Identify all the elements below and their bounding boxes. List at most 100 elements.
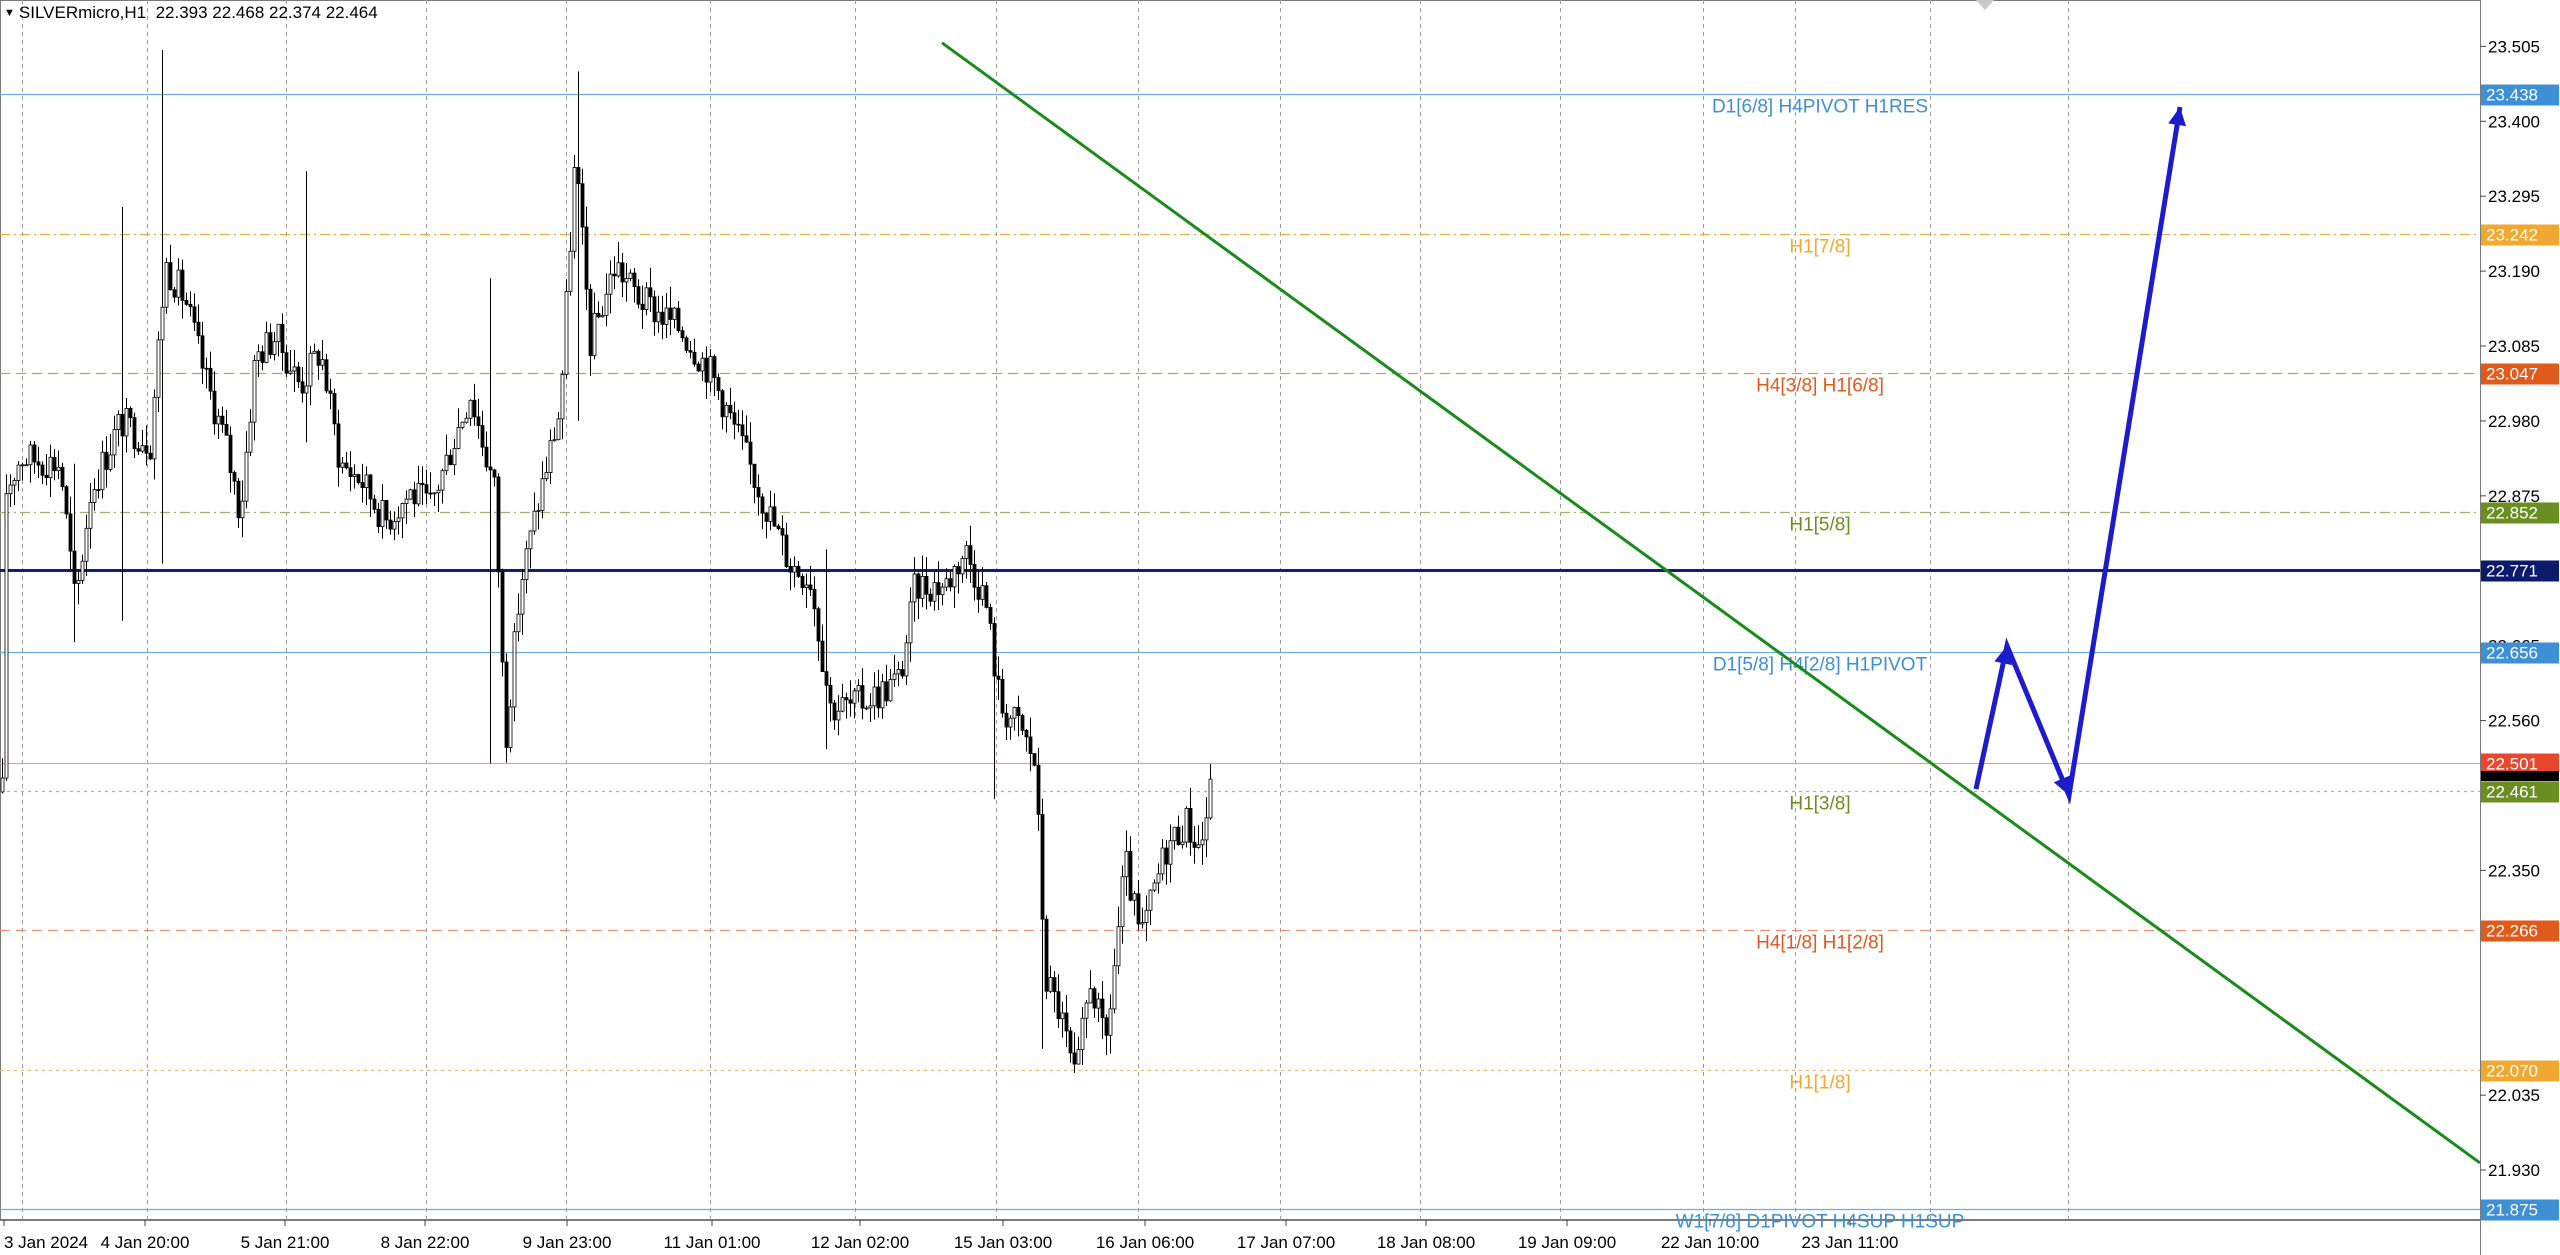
- candle-body: [336, 423, 341, 468]
- plot-frame: [0, 0, 2481, 1220]
- candle-body: [428, 492, 433, 495]
- candle-body: [512, 631, 517, 708]
- candle-body: [516, 613, 521, 633]
- candle-body: [752, 463, 757, 488]
- candle-body: [180, 269, 185, 301]
- candle-body: [212, 390, 217, 425]
- candle-body: [912, 573, 917, 603]
- candle-body: [584, 226, 589, 290]
- candle-body: [1128, 850, 1133, 901]
- candle-body: [1056, 991, 1061, 1020]
- candle-body: [860, 685, 865, 709]
- candle-body: [1148, 889, 1153, 911]
- candle-body: [1188, 808, 1193, 843]
- candle-body: [328, 390, 333, 394]
- candle-body: [796, 565, 801, 577]
- candle-body: [148, 452, 153, 460]
- candle-body: [320, 359, 325, 366]
- candle-body: [1016, 707, 1021, 716]
- candle-body: [624, 278, 629, 283]
- candle-body: [628, 272, 633, 279]
- candle-body: [1028, 736, 1033, 754]
- price-tick-label: 22.875: [2488, 487, 2540, 506]
- candle-body: [1172, 826, 1177, 842]
- candle-body: [732, 412, 737, 425]
- candle-body: [568, 250, 573, 292]
- candle-body: [56, 466, 61, 472]
- candle-body: [1180, 841, 1185, 845]
- price-tick-label: 23.400: [2488, 112, 2540, 131]
- time-tick-label: 22 Jan 10:00: [1661, 1233, 1759, 1252]
- candle-body: [1036, 764, 1041, 815]
- candle-body: [1024, 729, 1029, 738]
- price-tags: 23.438 23.242 23.047 22.852 22.771 22.656 22.5…: [2481, 84, 2559, 1221]
- candle-body: [460, 421, 465, 428]
- price-tag-label: 22.461: [2486, 783, 2538, 802]
- candle-body: [768, 506, 773, 522]
- candle-body: [716, 377, 721, 392]
- candle-body: [1164, 847, 1169, 865]
- price-tag-box: [2481, 1199, 2559, 1221]
- level-label: H1[5/8]: [1789, 515, 1850, 536]
- candle-body: [776, 525, 781, 529]
- candle-body: [276, 323, 281, 343]
- candle-body: [1000, 678, 1005, 714]
- candle-body: [472, 399, 477, 418]
- candle-body: [32, 444, 37, 463]
- price-tag-box: [2481, 753, 2559, 775]
- candle-body: [548, 440, 553, 473]
- candle-body: [508, 706, 513, 748]
- candle-body: [360, 482, 365, 488]
- candle-body: [220, 415, 225, 425]
- time-tick-label: 16 Jan 06:00: [1096, 1233, 1194, 1252]
- candle-body: [876, 686, 881, 709]
- candle-body: [136, 448, 141, 452]
- candle-body: [1112, 965, 1117, 1010]
- candle-body: [664, 307, 669, 325]
- candle-body: [620, 262, 625, 283]
- candle-body: [36, 461, 41, 466]
- candle-body: [1044, 918, 1049, 992]
- candle-body: [388, 519, 393, 530]
- price-tag-label: 22.501: [2486, 755, 2538, 774]
- candle-body: [788, 566, 793, 573]
- candle-body: [1192, 841, 1197, 848]
- candle-body: [928, 593, 933, 602]
- level-label: W1[7/8] D1PIVOT H4SUP H1SUP: [1676, 1212, 1965, 1233]
- candle-body: [344, 462, 349, 469]
- candle-body: [1064, 1012, 1069, 1032]
- candle-body: [760, 496, 765, 514]
- candle-body: [464, 417, 469, 423]
- candle-body: [432, 492, 437, 495]
- candle-body: [680, 330, 685, 339]
- candle-body: [252, 360, 257, 423]
- candle-body: [580, 183, 585, 228]
- candle-body: [108, 454, 113, 470]
- candle-body: [264, 332, 269, 363]
- candle-body: [1040, 813, 1045, 920]
- level-label: H1[3/8]: [1789, 794, 1850, 815]
- candle-body: [92, 489, 97, 503]
- chevron-down-icon[interactable]: ▼: [4, 7, 15, 19]
- candle-body: [648, 287, 653, 298]
- candle-body: [744, 435, 749, 443]
- price-tag-label: 23.242: [2486, 226, 2538, 245]
- candle-body: [736, 423, 741, 426]
- candle-body: [1196, 844, 1201, 848]
- candle-body: [500, 571, 505, 663]
- candle-body: [76, 579, 81, 584]
- candle-body: [900, 669, 905, 677]
- candle-body: [1132, 893, 1137, 901]
- level-label: H4[1/8] H1[2/8]: [1756, 933, 1884, 954]
- candle-body: [632, 272, 637, 288]
- candle-body: [228, 434, 233, 473]
- candle-body: [152, 396, 157, 460]
- price-tag-label: 22.070: [2486, 1062, 2538, 1081]
- price-tag-box: [2481, 920, 2559, 942]
- candle-body: [684, 337, 689, 351]
- candle-body: [848, 699, 853, 704]
- candle-body: [1156, 873, 1161, 884]
- candle-body: [1060, 1012, 1065, 1020]
